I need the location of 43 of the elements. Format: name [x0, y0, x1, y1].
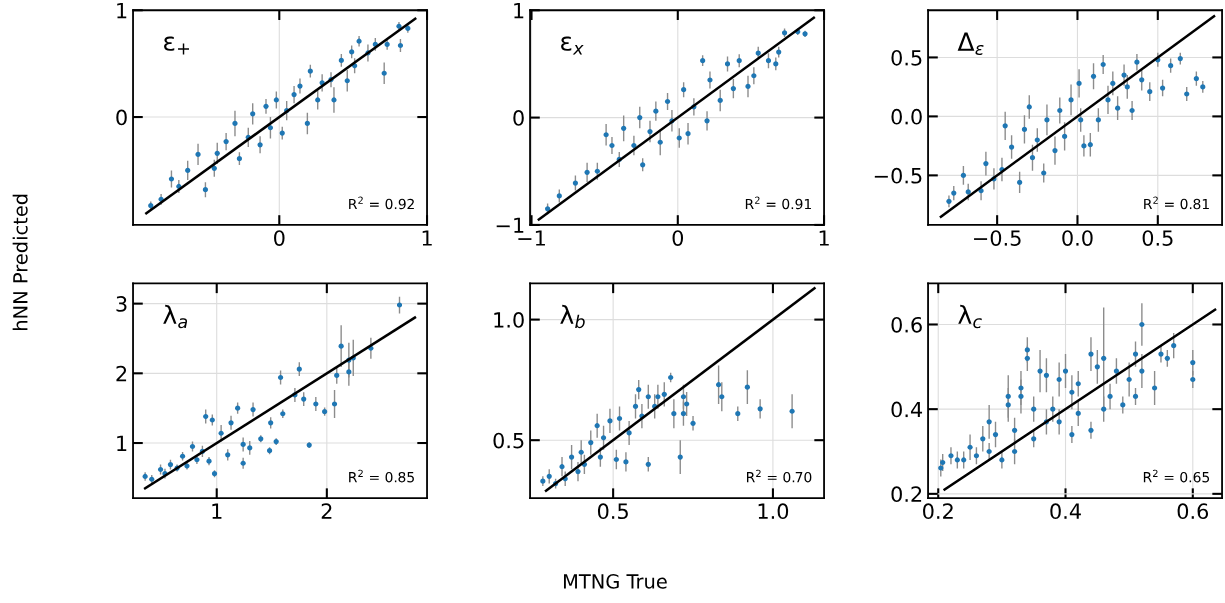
x-tick-label: 0.0	[1062, 230, 1093, 246]
y-tick-label: 0.0	[891, 108, 922, 125]
x-tick-label: 0	[672, 230, 684, 246]
text: λ$_{b}$	[560, 304, 585, 329]
annotation: R$^{2}$ = 0.65	[1143, 469, 1210, 483]
x-tick-label: 0.6	[1177, 503, 1209, 520]
y-tick-label: 1.0	[494, 312, 524, 328]
x-tick-label: −0.5	[974, 230, 1021, 246]
y-tick-label: −0.5	[874, 167, 922, 184]
annotation: R$^{2}$ = 0.85	[349, 469, 414, 483]
x-tick-label: 0.5	[1142, 230, 1173, 246]
y-tick-label: 2	[116, 365, 127, 382]
y-tick-label: 0.5	[493, 432, 524, 449]
y-tick-label: 0.6	[891, 316, 922, 333]
x-axis-title: MTNG True	[563, 574, 667, 589]
annotation: R$^{2}$ = 0.70	[746, 469, 812, 483]
annotation: R$^{2}$ = 0.91	[745, 196, 811, 210]
y-tick-label: 0.4	[891, 401, 923, 418]
x-tick-label: 0.5	[597, 503, 628, 520]
y-tick-label: 1	[514, 2, 524, 19]
x-tick-label: 1	[212, 503, 222, 519]
x-tick-label: 0.2	[923, 503, 953, 520]
x-tick-label: 1	[819, 230, 829, 246]
annotation: R$^{2}$ = 0.81	[1144, 196, 1209, 210]
y-tick-label: 0	[116, 109, 127, 126]
x-tick-label: 0.4	[1050, 503, 1081, 520]
y-tick-label: 0	[513, 110, 524, 126]
text: ε$_{x}$	[561, 36, 584, 55]
annotation: R$^{2}$ = 0.92	[349, 196, 414, 210]
y-tick-label: 3	[116, 296, 127, 312]
y-tick-label: 0.5	[891, 49, 922, 66]
y-tick-label: 1	[117, 2, 127, 19]
x-tick-label: 1.0	[758, 503, 789, 520]
x-tick-label: 2	[321, 503, 332, 519]
x-tick-label: 0	[274, 230, 285, 246]
text: λ$_{a}$	[163, 304, 188, 329]
text: λ$_{c}$	[958, 304, 982, 329]
y-tick-label: 0.2	[891, 486, 922, 503]
y-tick-label: 1	[117, 435, 127, 451]
text: Δ$_{ε}$	[957, 32, 984, 56]
text: ε$_{+}$	[164, 36, 189, 55]
x-tick-label: 1	[422, 230, 432, 246]
y-axis-title: hNN Predicted	[12, 194, 28, 330]
